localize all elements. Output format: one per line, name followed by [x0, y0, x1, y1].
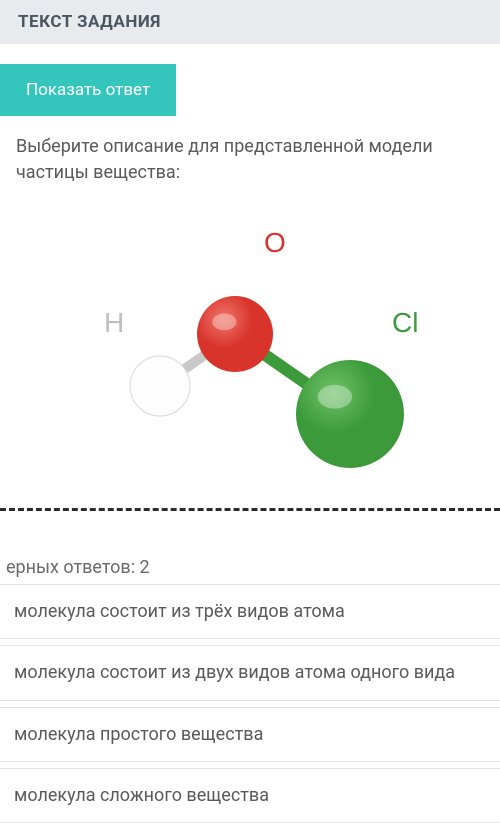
answer-option[interactable]: молекула сложного вещества	[0, 768, 500, 823]
correct-count-label: ерных ответов: 2	[0, 557, 500, 584]
show-answer-wrap: Показать ответ	[0, 44, 500, 134]
content: Показать ответ Выберите описание для пре…	[0, 44, 500, 823]
atom-Cl	[296, 360, 404, 468]
answer-option[interactable]: молекула простого вещества	[0, 707, 500, 762]
answer-option[interactable]: молекула состоит из двух видов атома одн…	[0, 645, 500, 700]
spacer	[0, 511, 500, 557]
task-header-title: ТЕКСТ ЗАДАНИЯ	[18, 12, 161, 32]
task-header: ТЕКСТ ЗАДАНИЯ	[0, 0, 500, 44]
atom-label-O: O	[264, 227, 286, 258]
atom-label-Cl: Cl	[392, 307, 418, 338]
molecule-figure: O H Cl	[0, 196, 500, 508]
atom-label-H: H	[104, 307, 124, 338]
molecule-svg: O H Cl	[50, 204, 450, 484]
atom-O	[197, 296, 273, 372]
question-text: Выберите описание для представленной мод…	[0, 134, 500, 196]
answer-options: молекула состоит из трёх видов атома моле…	[0, 584, 500, 823]
atom-H	[130, 356, 190, 416]
answer-option[interactable]: молекула состоит из трёх видов атома	[0, 584, 500, 639]
show-answer-button[interactable]: Показать ответ	[0, 64, 176, 116]
